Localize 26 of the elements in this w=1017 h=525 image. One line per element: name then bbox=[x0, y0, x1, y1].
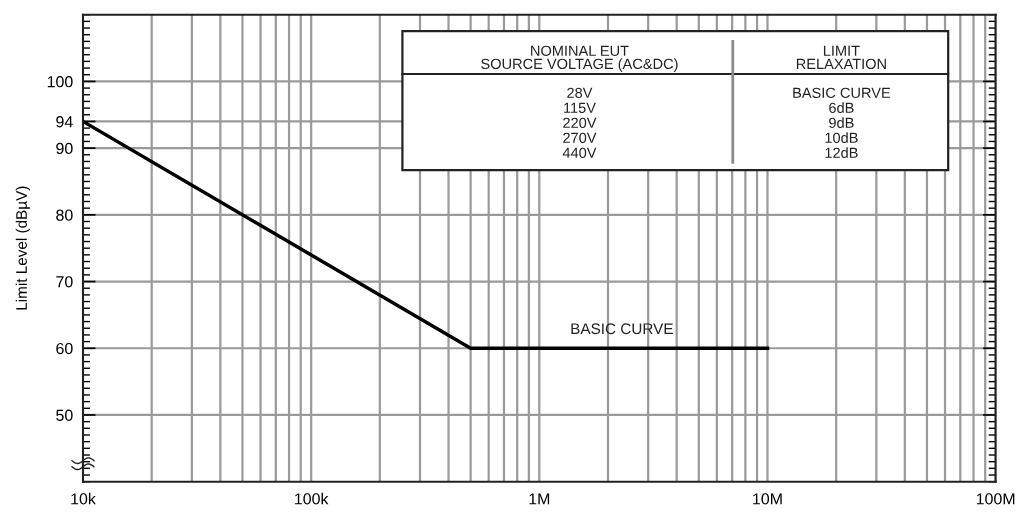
y-axis-title: Limit Level (dBµV) bbox=[15, 186, 30, 310]
annotation: 220V bbox=[563, 117, 597, 128]
annotation: BASIC CURVE bbox=[793, 87, 891, 98]
annotation: 28V bbox=[567, 87, 593, 98]
x-tick-label: 10k bbox=[71, 492, 96, 505]
y-tick-label: 90 bbox=[56, 142, 73, 155]
y-tick-label: 60 bbox=[56, 342, 73, 355]
y-tick-label: 70 bbox=[56, 276, 73, 288]
x-tick-label: 100M bbox=[976, 493, 1015, 505]
x-tick-label: 1M bbox=[529, 493, 550, 505]
annotation: 270V bbox=[563, 132, 597, 143]
annotation: 10dB bbox=[825, 132, 858, 143]
y-tick-label: 100 bbox=[47, 76, 73, 88]
y-tick-label: 94 bbox=[56, 116, 73, 128]
x-tick-label: 100k bbox=[295, 492, 329, 505]
annotation: NOMINAL EUT SOURCE VOLTAGE (AC&DC) bbox=[481, 45, 678, 72]
annotation: LIMIT RELAXATION bbox=[796, 45, 886, 70]
annotation: BASIC CURVE bbox=[571, 323, 673, 335]
annotation: 9dB bbox=[829, 117, 854, 128]
y-tick-label: 80 bbox=[56, 209, 73, 221]
annotation: 440V bbox=[562, 147, 597, 158]
annotation: 12dB bbox=[825, 147, 858, 158]
annotation: 115V bbox=[564, 102, 596, 113]
annotation: 6dB bbox=[829, 102, 854, 113]
y-tick-label: 50 bbox=[56, 409, 73, 421]
x-tick-label: 10M bbox=[753, 493, 782, 505]
